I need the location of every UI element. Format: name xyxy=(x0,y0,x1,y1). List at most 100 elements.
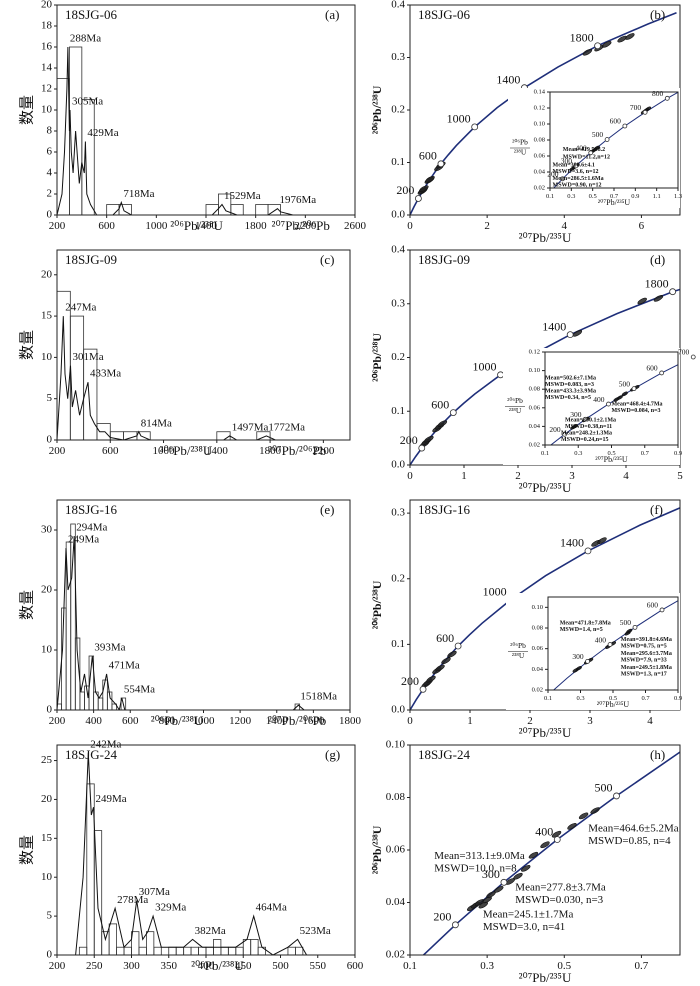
x-tick-label: 450 xyxy=(235,960,252,972)
analysis-ellipse xyxy=(616,395,623,400)
peak-label: 1518Ma xyxy=(300,691,337,703)
bar xyxy=(145,931,155,956)
y-tick-label: 0.0 xyxy=(391,459,405,471)
x-tick-label: 0.3 xyxy=(567,193,575,200)
analysis-ellipse xyxy=(424,435,434,443)
y-tick-label: 0.3 xyxy=(391,51,405,63)
x-tick-label: 2 xyxy=(484,220,490,232)
annotation: MSWD=11.2,n=12 xyxy=(563,155,610,161)
panel-label: (f) xyxy=(650,502,663,517)
y-axis-label: 数量 xyxy=(18,330,35,360)
age-label: 700 xyxy=(630,103,642,112)
y-tick-label: 0.10 xyxy=(386,739,406,751)
analysis-ellipse xyxy=(621,391,628,397)
y-tick-label: 30 xyxy=(41,524,53,536)
analysis-ellipse xyxy=(567,823,577,830)
age-label: 800 xyxy=(652,89,664,98)
bar xyxy=(168,946,177,956)
peak-label: 1772Ma xyxy=(268,421,305,433)
bar xyxy=(205,946,214,956)
peak-label: 242Ma xyxy=(90,738,121,750)
annotation: MSWD=7.9, n=33 xyxy=(621,658,667,664)
age-mark xyxy=(573,163,579,169)
inset-y-label-den: ²³⁸U xyxy=(509,406,522,415)
y-axis-label: 数量 xyxy=(18,835,35,865)
annotation: MSWD=3.6, n=12 xyxy=(553,169,599,175)
analysis-ellipse xyxy=(441,657,451,665)
age-label: 600 xyxy=(436,631,454,645)
peak-label: 329Ma xyxy=(155,902,186,914)
panel-label: (d) xyxy=(650,252,665,267)
bar xyxy=(108,923,118,956)
bar xyxy=(123,946,132,956)
y-tick-label: 0.06 xyxy=(529,404,541,411)
plot-frame xyxy=(549,91,679,189)
y-tick-label: 0.06 xyxy=(532,645,544,652)
y-tick-label: 0.3 xyxy=(391,507,405,519)
plot-frame xyxy=(56,249,351,441)
y-axis-label: 数量 xyxy=(18,95,35,125)
age-label: 600 xyxy=(610,117,622,126)
y-tick-label: 0.2 xyxy=(391,104,405,116)
age-mark xyxy=(451,921,459,929)
x-tick-label: 600 xyxy=(102,445,119,457)
peak-label: 249Ma xyxy=(68,534,99,546)
y-tick-label: 0.06 xyxy=(534,152,546,159)
age-mark xyxy=(607,642,613,647)
age-mark xyxy=(584,547,592,555)
annotation: Mean=468.4±4.7Ma xyxy=(612,401,663,407)
inset-y-label-den: ²³⁸U xyxy=(512,651,525,660)
annotation: Mean=249.5±1.8Ma xyxy=(621,665,672,671)
age-label: 1400 xyxy=(560,536,584,550)
y-tick-label: 0.08 xyxy=(386,791,406,803)
x-tick-label: 0 xyxy=(407,220,413,232)
analysis-ellipse xyxy=(447,650,457,658)
x-tick-label: 3 xyxy=(569,470,575,482)
age-label: 600 xyxy=(646,364,658,373)
bar xyxy=(287,946,296,956)
x-tick-label: 1400 xyxy=(206,445,229,457)
bar xyxy=(116,946,125,956)
age-mark xyxy=(566,331,574,339)
bar xyxy=(56,78,70,216)
x-tick-label: 0.3 xyxy=(480,960,494,972)
age-label: 500 xyxy=(595,781,613,795)
age-label: 1800 xyxy=(645,276,669,290)
panel-label: (b) xyxy=(650,7,665,22)
x-tick-label: 1.1 xyxy=(653,193,661,200)
y-tick-label: 0.08 xyxy=(534,136,545,143)
x-tick-label: 600 xyxy=(98,220,115,232)
age-mark xyxy=(560,176,565,182)
annotation: Mean=300.1±2.1Ma xyxy=(565,417,616,423)
peak-label: 471Ma xyxy=(109,660,140,672)
peak-label: 288Ma xyxy=(70,33,101,45)
x-tick-label: 0.7 xyxy=(641,695,650,702)
x-tick-label: 600 xyxy=(347,960,364,972)
peak-label: 382Ma xyxy=(195,925,226,937)
y-tick-label: 0.10 xyxy=(534,120,545,127)
bar xyxy=(183,946,192,956)
bar xyxy=(69,315,85,441)
annotation: MSWD=0.38,n=11 xyxy=(565,424,612,430)
y-tick-label: 0.12 xyxy=(529,348,540,355)
annotation: MSWD=1.4, n=5 xyxy=(560,627,603,633)
y-tick-label: 4 xyxy=(47,167,53,179)
y-tick-label: 5 xyxy=(47,910,53,922)
bar xyxy=(101,931,110,956)
y-tick-label: 0.1 xyxy=(391,156,405,168)
annotation: Mean=245.1±1.7Ma xyxy=(483,909,574,921)
plot-frame xyxy=(56,744,356,956)
x-tick-label: 0.1 xyxy=(544,695,552,702)
x-tick-label: 1600 xyxy=(302,715,325,727)
bar xyxy=(255,204,269,216)
density-curve xyxy=(75,752,308,955)
age-label: 300 xyxy=(482,867,500,881)
age-label: 600 xyxy=(647,601,659,610)
inset-y-label-num: ²⁰⁶Pb xyxy=(512,138,528,147)
age-mark xyxy=(669,288,677,296)
y-tick-label: 10 xyxy=(41,644,53,656)
x-axis-label: ²⁰⁷Pb/²³⁵U xyxy=(519,230,572,245)
x-tick-label: 4 xyxy=(562,220,568,232)
sample-label: 18SJG-16 xyxy=(418,502,471,517)
